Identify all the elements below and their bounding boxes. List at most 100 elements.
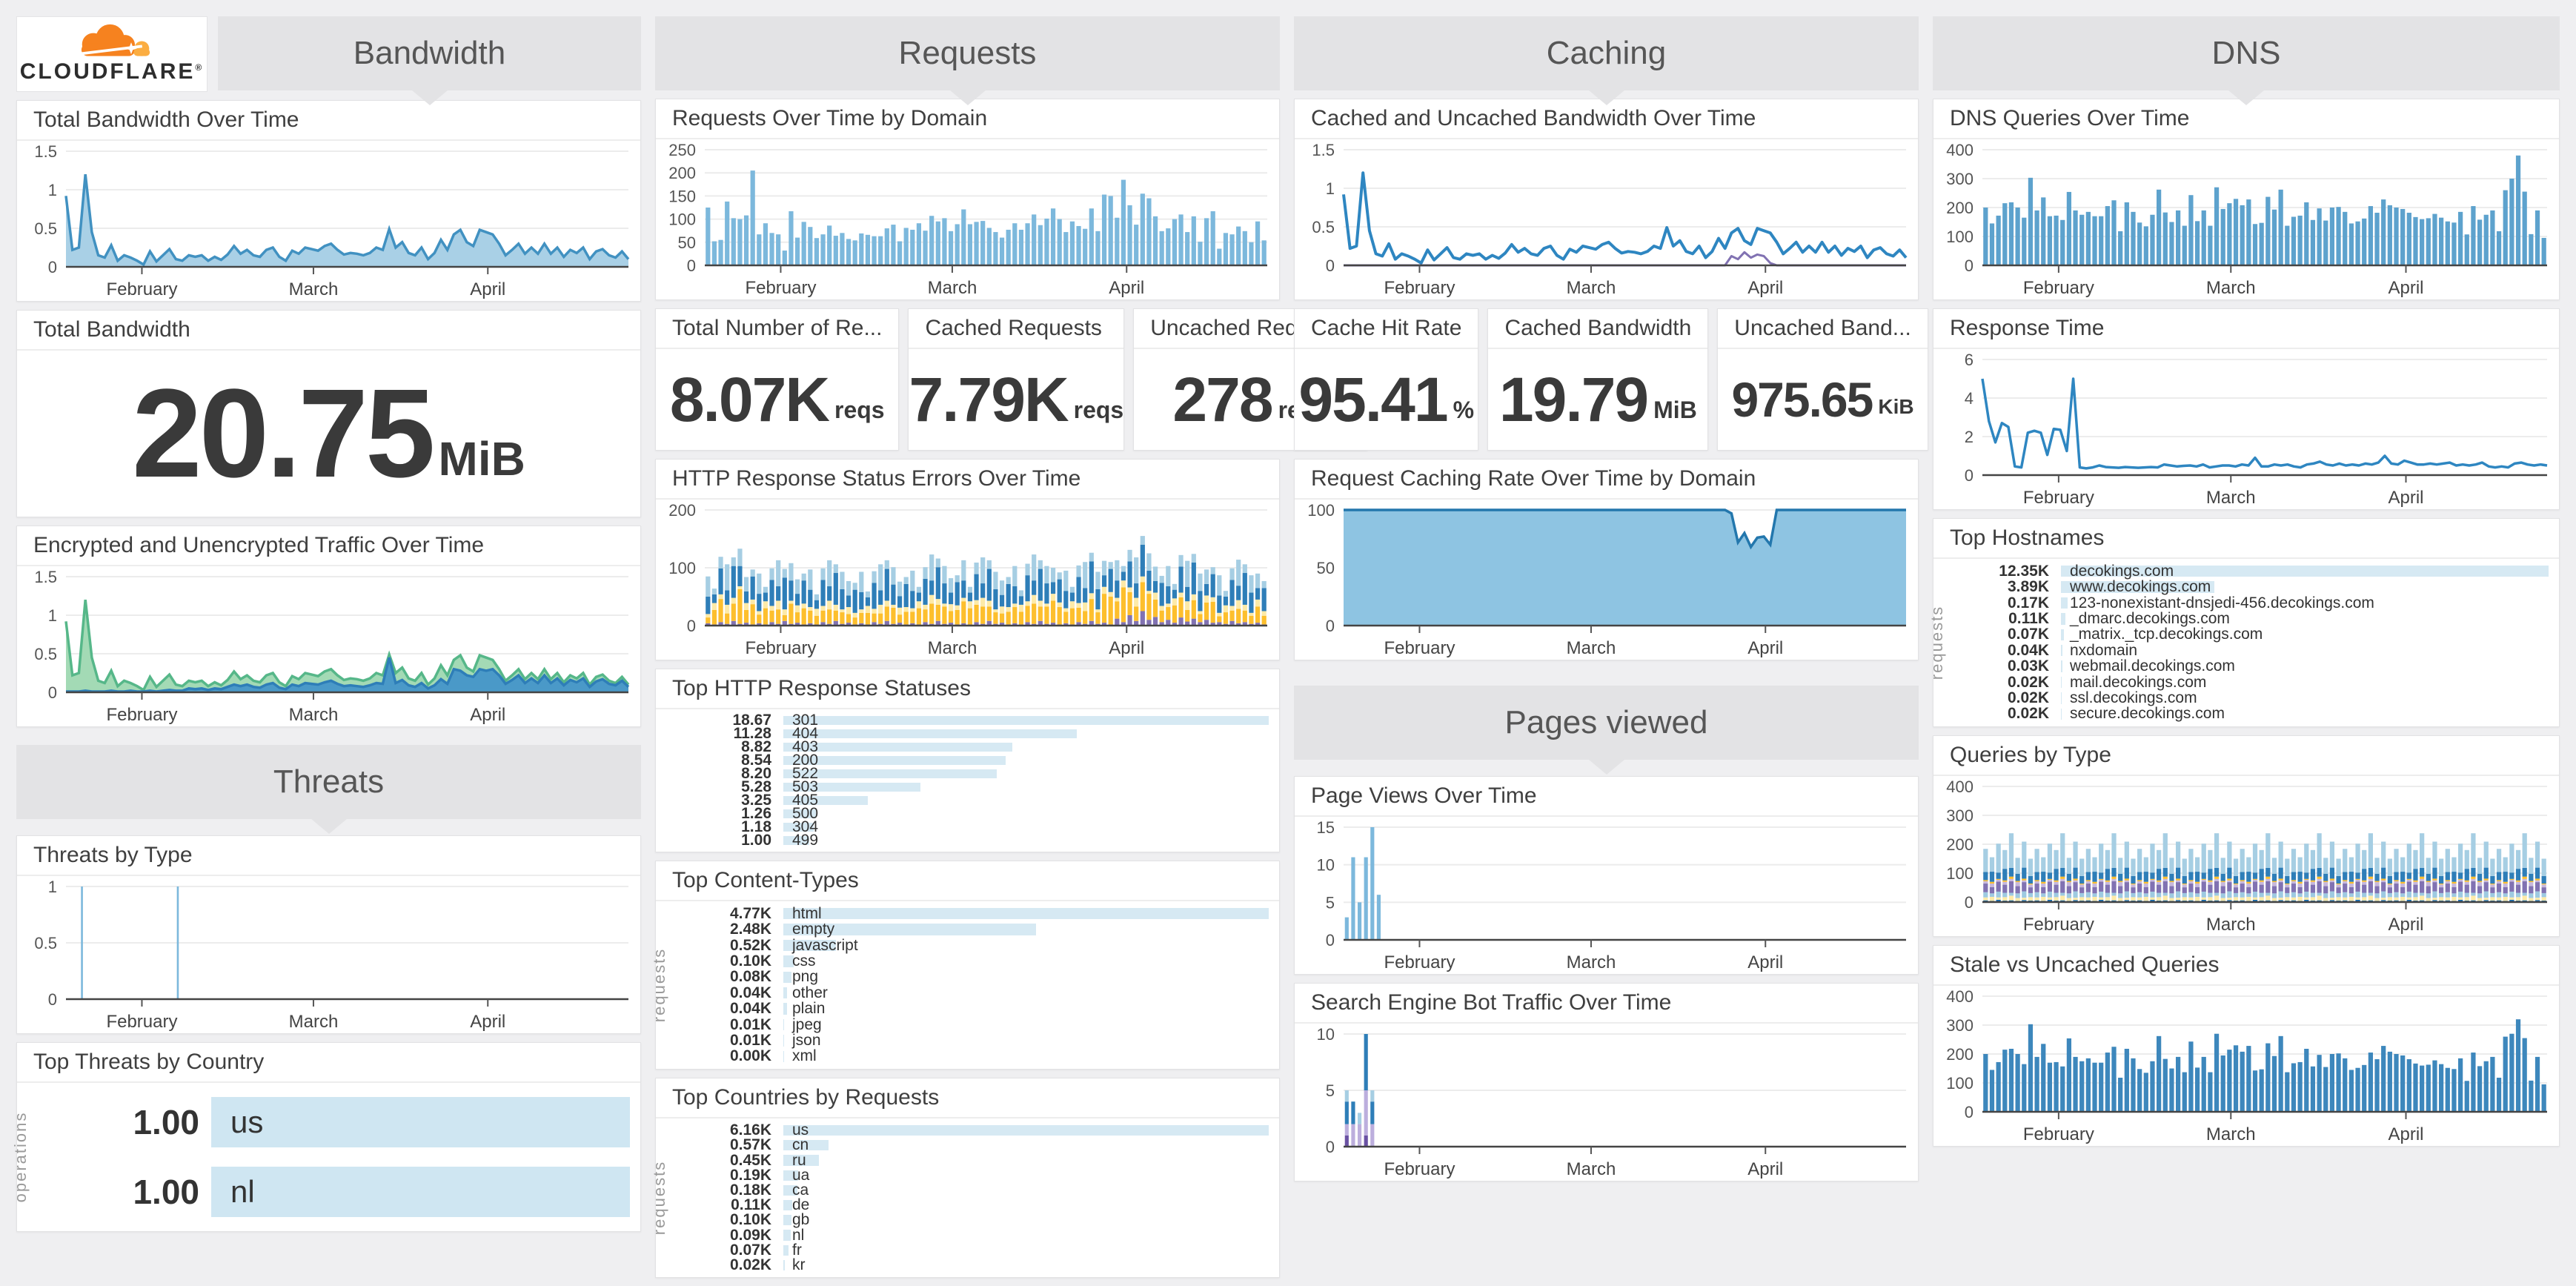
item-bar-track: javascript [783,937,1269,954]
svg-text:March: March [289,1012,339,1032]
item-label: kr [792,1256,806,1273]
item-label: nxdomain [2070,641,2138,659]
item-bar-track: gb [783,1211,1269,1229]
svg-text:50: 50 [1317,559,1335,577]
response-time-line-chart: 0 2 4 6 February March April [1933,349,2559,509]
item-bar [783,809,817,818]
list-item: 0.01K json [660,1031,1276,1049]
panel-total-requests: Total Number of Re... 8.07K reqs [655,308,900,451]
item-value: 0.01K [729,1015,771,1033]
item-value: 18.67 [732,712,771,729]
item-bar [783,1200,792,1211]
stat-value: 278 [1172,364,1273,434]
panel-title: Response Time [1933,309,2559,349]
item-bar [783,1140,829,1151]
item-value: 0.00K [729,1047,771,1065]
item-value: 0.18K [729,1181,771,1199]
item-value: 0.02K [2007,689,2049,706]
section-header-requests: Requests [655,16,1280,105]
item-bar [2061,566,2549,577]
y-axis-label: requests [650,947,668,1023]
svg-text:10: 10 [1317,1025,1335,1044]
item-value: 1.26 [741,805,771,822]
svg-text:5: 5 [1326,893,1335,912]
item-label: jpeg [792,1015,822,1033]
item-bar [2061,692,2062,704]
panel-title: HTTP Response Status Errors Over Time [656,460,1279,500]
item-value: 1.00 [133,1173,199,1211]
item-bar-track: de [783,1196,1269,1213]
item-label: 404 [792,725,819,742]
list-item: 0.52K javascript [660,937,1276,954]
panel-http-errors: HTTP Response Status Errors Over Time 0 1… [655,459,1280,660]
svg-text:March: March [2206,1124,2256,1144]
cloudflare-logo[interactable]: CLOUDFLARE® [16,16,208,92]
list-item: 1.00 nl [21,1166,637,1218]
item-label: fr [792,1241,802,1259]
panel-queries-by-type: Queries by Type 0 100 200 300 400 February Mar… [1933,735,2560,937]
svg-text:0: 0 [1965,1103,1974,1121]
list-item: 0.02K kr [660,1256,1276,1273]
svg-text:50: 50 [678,233,696,252]
item-bar-track: xml [783,1047,1269,1064]
threats-country-list: 1.00 us 1.00 nl [21,1087,637,1227]
svg-text:0: 0 [687,617,696,635]
item-bar [211,1167,630,1217]
panel-title: Top Threats by Country [17,1043,640,1083]
item-label: gb [792,1211,810,1229]
svg-text:April: April [2388,488,2423,508]
item-value: 12.35K [1999,562,2049,580]
panel-title: Top HTTP Response Statuses [656,669,1279,709]
panel-title: Total Number of Re... [656,309,899,349]
list-item: 0.04K nxdomain [1938,641,2556,659]
panel-title: Top Content-Types [656,861,1279,901]
item-bar-track: png [783,968,1269,985]
item-label: ssl.decokings.com [2070,689,2197,706]
svg-text:2: 2 [1965,428,1974,446]
svg-text:100: 100 [1307,501,1335,520]
item-bar [783,783,921,792]
item-label: json [792,1031,821,1049]
svg-text:February: February [2023,488,2094,508]
item-bar-track: 200 [783,752,1269,769]
item-bar [783,823,814,832]
item-bar-track: plain [783,1000,1269,1017]
panel-title: Threats by Type [17,836,640,876]
list-item: 1.18 304 [660,818,1276,835]
page-views-bar-chart: 0 5 10 15 February March April [1295,817,1918,974]
item-bar [2061,597,2068,609]
svg-text:February: February [2023,278,2094,298]
item-bar-track: nl [783,1227,1269,1244]
item-label: 403 [792,738,819,755]
svg-text:0: 0 [687,256,696,275]
list-item: 0.09K nl [660,1227,1276,1244]
item-bar [783,1155,819,1166]
item-value: 0.17K [2007,594,2049,611]
svg-text:April: April [1747,278,1783,298]
item-bar [2061,645,2063,657]
list-item: 0.02K secure.decokings.com [1938,705,2556,722]
cached-bandwidth-stat: 19.79 MiB [1488,349,1707,450]
list-item: 0.10K gb [660,1211,1276,1229]
item-bar-track: decokings.com [2061,563,2549,580]
list-item: 4.77K html [660,905,1276,922]
item-label: _dmarc.decokings.com [2070,609,2230,627]
item-value: 0.03K [2007,657,2049,675]
svg-text:10: 10 [1317,856,1335,875]
total-bandwidth-area-chart: 0 0.5 1 1.5 February March April [17,141,640,301]
svg-text:100: 100 [668,559,696,577]
svg-text:1: 1 [48,181,57,199]
caching-rate-area-chart: 0 50 100 February March April [1295,500,1918,660]
item-label: webmail.decokings.com [2070,657,2235,675]
svg-text:5: 5 [1326,1081,1335,1100]
list-item: 0.08K png [660,968,1276,985]
svg-text:0: 0 [1326,1138,1335,1156]
svg-text:15: 15 [1317,818,1335,837]
caching-column: Caching Cached and Uncached Bandwidth Ov… [1294,16,1928,1190]
list-item: 0.17K 123-nonexistant-dnsjedi-456.decokin… [1938,594,2556,611]
svg-text:6: 6 [1965,351,1974,369]
item-label: 301 [792,712,819,729]
queries-by-type-stacked-chart: 0 100 200 300 400 February March April [1933,776,2559,936]
item-value: 1.18 [741,818,771,835]
